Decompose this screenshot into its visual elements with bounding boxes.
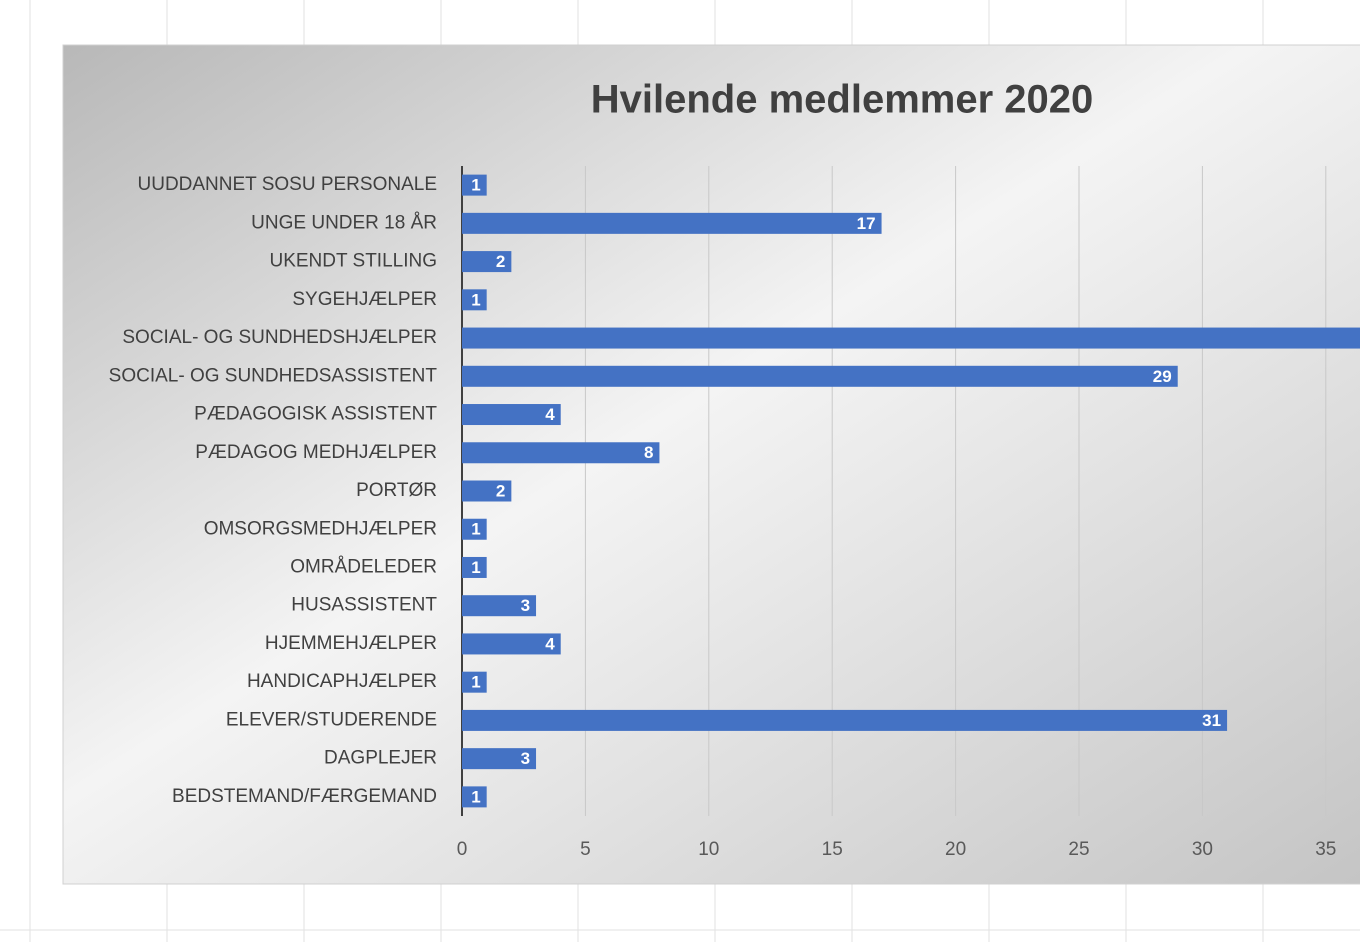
bar bbox=[462, 442, 660, 464]
x-tick-label: 10 bbox=[698, 839, 719, 860]
y-tick-label: HUSASSISTENT bbox=[291, 595, 437, 616]
y-tick-label: ELEVER/STUDERENDE bbox=[226, 709, 437, 730]
bar bbox=[462, 365, 1178, 387]
bar bbox=[462, 212, 882, 234]
bar bbox=[462, 748, 537, 770]
x-tick-label: 0 bbox=[457, 839, 468, 860]
y-tick-label: OMSORGSMEDHJÆLPER bbox=[204, 518, 437, 539]
x-tick-label: 25 bbox=[1068, 839, 1089, 860]
data-label: 29 bbox=[1153, 367, 1172, 386]
bar bbox=[462, 633, 561, 655]
data-label: 3 bbox=[521, 749, 530, 768]
x-tick-label: 5 bbox=[580, 839, 591, 860]
y-tick-label: UUDDANNET SOSU PERSONALE bbox=[138, 174, 438, 195]
bar bbox=[462, 251, 512, 273]
bar bbox=[462, 709, 1228, 731]
y-tick-label: DAGPLEJER bbox=[324, 748, 437, 769]
bar bbox=[462, 671, 487, 693]
x-tick-label: 20 bbox=[945, 839, 966, 860]
y-tick-label: SYGEHJÆLPER bbox=[292, 289, 437, 310]
y-tick-label: PORTØR bbox=[356, 480, 437, 501]
x-tick-label: 30 bbox=[1192, 839, 1213, 860]
y-tick-label: OMRÅDELEDER bbox=[290, 556, 437, 577]
bar bbox=[462, 404, 561, 426]
bar bbox=[462, 289, 487, 311]
x-tick-label: 15 bbox=[822, 839, 843, 860]
y-tick-label: BEDSTEMAND/FÆRGEMAND bbox=[172, 786, 437, 807]
y-tick-label: HJEMMEHJÆLPER bbox=[265, 633, 437, 654]
data-label: 1 bbox=[471, 290, 480, 309]
bar bbox=[462, 480, 512, 502]
data-label: 8 bbox=[644, 443, 653, 462]
data-label: 3 bbox=[521, 596, 530, 615]
chart-area bbox=[62, 44, 1360, 885]
bar bbox=[462, 327, 1360, 349]
data-label: 1 bbox=[471, 673, 480, 692]
y-tick-label: UNGE UNDER 18 ÅR bbox=[251, 212, 437, 233]
data-label: 1 bbox=[471, 520, 480, 539]
y-tick-label: UKENDT STILLING bbox=[269, 251, 437, 272]
x-tick-label: 35 bbox=[1315, 839, 1336, 860]
y-tick-label: PÆDAGOG MEDHJÆLPER bbox=[195, 442, 437, 463]
y-tick-label: HANDICAPHJÆLPER bbox=[247, 671, 437, 692]
data-label: 4 bbox=[545, 405, 555, 424]
y-tick-label: SOCIAL- OG SUNDHEDSHJÆLPER bbox=[122, 327, 437, 348]
data-label: 31 bbox=[1202, 711, 1221, 730]
y-tick-label: PÆDAGOGISK ASSISTENT bbox=[194, 404, 437, 425]
bar bbox=[462, 595, 537, 617]
data-label: 2 bbox=[496, 252, 505, 271]
data-label: 2 bbox=[496, 481, 505, 500]
data-label: 17 bbox=[857, 214, 876, 233]
data-label: 1 bbox=[471, 787, 480, 806]
bar bbox=[462, 174, 487, 196]
data-label: 4 bbox=[545, 634, 555, 653]
bar bbox=[462, 556, 487, 578]
bar bbox=[462, 786, 487, 808]
y-tick-label: SOCIAL- OG SUNDHEDSASSISTENT bbox=[109, 365, 438, 386]
data-label: 1 bbox=[471, 176, 480, 195]
bar bbox=[462, 518, 487, 540]
data-label: 1 bbox=[471, 558, 480, 577]
chart-title: Hvilende medlemmer 2020 bbox=[591, 78, 1093, 122]
